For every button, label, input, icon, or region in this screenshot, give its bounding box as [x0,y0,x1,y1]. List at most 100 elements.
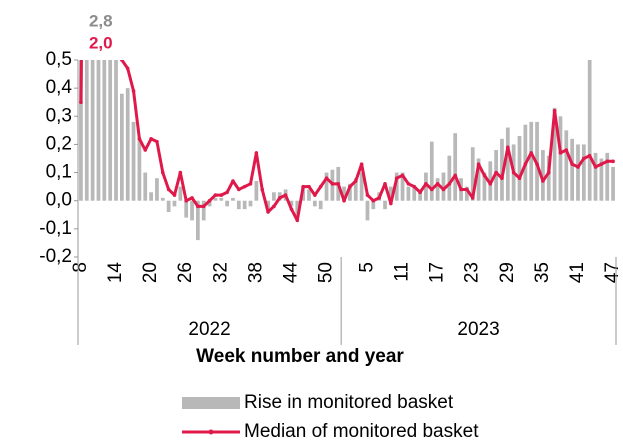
bar [289,200,294,207]
bar [312,200,317,207]
x-tick-label: 41 [567,262,588,283]
line-marker [365,193,370,197]
line-marker [406,182,411,186]
bar [424,172,428,201]
y-tick-label: 0,3 [46,105,72,126]
line-marker [429,187,434,192]
line-marker [207,198,212,203]
line-marker [494,170,498,175]
line-marker [470,196,475,200]
bar [388,186,393,201]
line-marker [441,187,446,192]
line-marker [272,204,276,209]
line-marker [190,196,194,200]
line-marker [488,182,493,186]
bar [225,200,229,207]
line-marker [453,173,457,178]
line-marker [523,162,528,166]
line-marker [79,100,83,105]
line-marker [482,173,487,178]
line-marker [301,184,305,189]
line-marker [143,148,148,152]
line-marker [108,2,112,6]
bar [383,200,387,210]
line-marker [558,151,563,155]
line-marker [587,153,592,158]
bar [435,178,440,201]
bar [412,186,417,201]
bar [114,60,118,201]
plot-area [79,2,615,241]
data-label: 2,0 [89,33,113,52]
bar [236,200,241,210]
y-tick-label: 0,0 [46,190,72,211]
line-marker [289,207,294,211]
y-tick-label: -0,1 [39,218,72,239]
line-marker [260,187,265,192]
line-marker [465,187,469,192]
bar [96,60,101,201]
line-marker [254,151,259,155]
legend-label: Rise in monitored basket [244,392,454,413]
bar [400,172,405,201]
bar [348,183,352,201]
legend-swatch [182,397,240,409]
bar [552,107,557,201]
bar [482,172,487,201]
bar [324,172,329,201]
line-marker [541,179,545,183]
bar [119,93,124,201]
x-tick-label: 11 [392,262,413,282]
bar [166,200,171,212]
line-marker [459,187,463,192]
bar [517,135,522,201]
line-marker [237,187,241,192]
line-marker [476,162,481,166]
x-tick-label: 14 [105,262,126,284]
line-marker [371,198,376,203]
x-tick-label: 38 [245,262,266,283]
bar [470,147,475,201]
line-marker [295,218,300,223]
line-marker [535,162,539,166]
x-group-label: 2022 [188,319,230,340]
line-marker [348,184,352,189]
bar [593,152,598,201]
x-tick-label: 20 [140,262,161,283]
x-tick-label: 23 [462,262,483,283]
bar [318,200,323,210]
x-tick-label: 32 [210,262,231,283]
line-marker [313,193,317,197]
x-tick-label: 17 [427,262,448,283]
x-tick-label: 44 [280,262,301,284]
x-tick-label: 26 [175,262,196,283]
bar [418,189,422,201]
line-marker [219,193,224,197]
bar [231,197,235,201]
line-marker [184,198,188,203]
bar [137,138,142,201]
bar [371,200,376,210]
bar [394,172,399,201]
line-marker [412,184,417,189]
line-marker [242,184,247,189]
x-tick-label: 50 [316,262,337,283]
bar [546,155,551,201]
line-marker [137,137,142,141]
line-marker [546,170,551,175]
line-marker [517,176,522,180]
bar [295,200,300,215]
line-marker [582,156,586,161]
bar [184,200,189,218]
line-marker [178,170,183,175]
x-tick-label: 8 [70,262,91,273]
line-marker [377,196,381,200]
line-marker [318,184,323,189]
bar [190,200,194,221]
bar [476,158,481,201]
y-tick-label: 0,1 [46,162,72,183]
bar [131,121,136,201]
x-group-label: 2023 [457,319,499,340]
line-marker [277,196,282,200]
bar [254,181,259,201]
